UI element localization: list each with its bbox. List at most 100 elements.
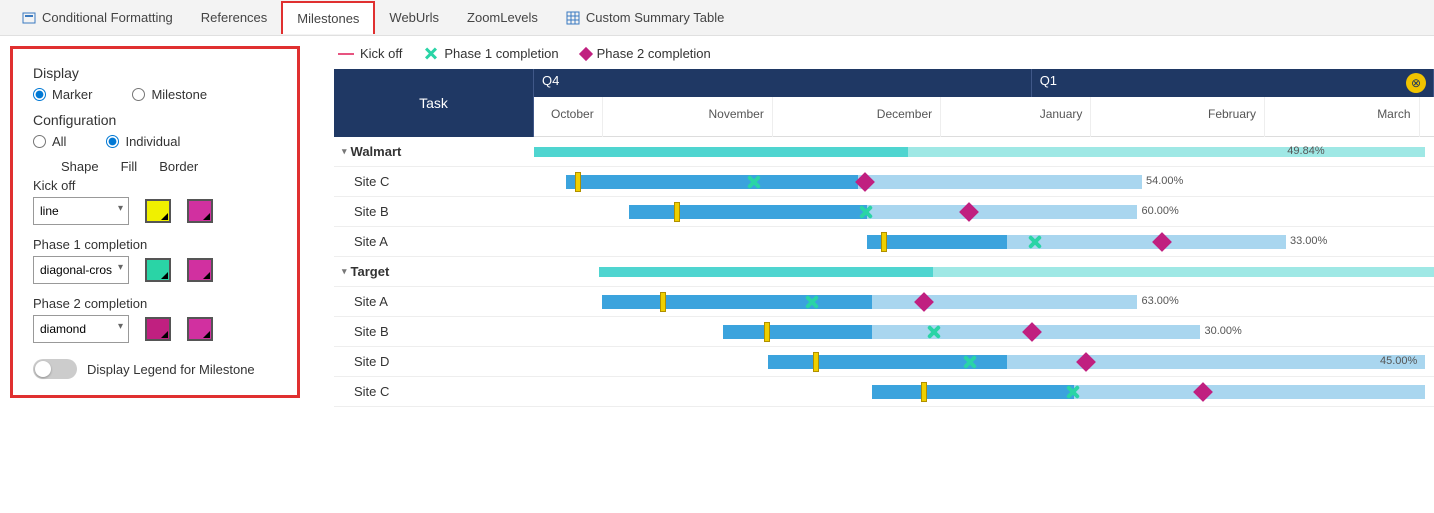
actual-bar[interactable]: [602, 295, 872, 309]
gantt-chart: Kick off Phase 1 completion Phase 2 comple…: [334, 36, 1434, 408]
group-row-label[interactable]: Walmart: [334, 137, 534, 167]
legend-marker-icon: [424, 47, 438, 61]
table-icon: [566, 11, 580, 25]
border-color-swatch[interactable]: [187, 317, 213, 341]
percent-label: 54.00%: [1146, 175, 1183, 187]
percent-label: 63.00%: [1142, 295, 1179, 307]
shape-select[interactable]: [33, 197, 129, 225]
plan-bar[interactable]: [858, 175, 1142, 189]
phase1-marker-icon[interactable]: [858, 204, 874, 220]
task-column-header: Task: [334, 69, 534, 137]
actual-bar[interactable]: [629, 205, 868, 219]
task-row-label: Site C: [334, 377, 534, 407]
month-label: March: [1369, 97, 1419, 137]
toolbar-item-references[interactable]: References: [187, 2, 281, 33]
task-row-label: Site A: [334, 287, 534, 317]
timeline-quarter-header: Q4Q1⊗: [534, 69, 1434, 97]
toolbar-item-custom-summary-table[interactable]: Custom Summary Table: [552, 2, 738, 33]
legend-marker-icon: [579, 46, 593, 60]
gantt-row: 33.00%: [534, 227, 1434, 257]
milestones-config-panel: Display Marker Milestone Configuration A…: [10, 46, 300, 398]
display-milestone-radio[interactable]: Milestone: [132, 87, 207, 102]
plan-bar[interactable]: [1007, 355, 1426, 369]
format-icon: [22, 11, 36, 25]
plan-bar[interactable]: [872, 295, 1138, 309]
config-individual-radio[interactable]: Individual: [106, 134, 180, 149]
percent-label: 60.00%: [1142, 205, 1179, 217]
display-heading: Display: [33, 65, 277, 81]
legend-toggle[interactable]: [33, 359, 77, 379]
kickoff-marker-icon[interactable]: [764, 322, 770, 342]
percent-label: 33.00%: [1290, 235, 1327, 247]
month-label: January: [1032, 97, 1092, 137]
phase1-marker-icon[interactable]: [926, 324, 942, 340]
actual-bar[interactable]: [872, 385, 1075, 399]
legend-item: Phase 2 completion: [581, 46, 711, 61]
percent-label: 49.84%: [1287, 145, 1324, 157]
col-shape: Shape: [61, 159, 99, 174]
kickoff-marker-icon[interactable]: [813, 352, 819, 372]
task-row-label: Site D: [334, 347, 534, 377]
display-marker-radio[interactable]: Marker: [33, 87, 92, 102]
gantt-row: [534, 377, 1434, 407]
task-row-label: Site A: [334, 227, 534, 257]
fill-color-swatch[interactable]: [145, 317, 171, 341]
kickoff-marker-icon[interactable]: [881, 232, 887, 252]
toolbar-item-milestones[interactable]: Milestones: [281, 1, 375, 34]
quarter-label: Q1: [1032, 69, 1434, 97]
phase1-marker-icon[interactable]: [746, 174, 762, 190]
phase1-marker-icon[interactable]: [804, 294, 820, 310]
phase1-marker-icon[interactable]: [962, 354, 978, 370]
toolbar-item-conditional-formatting[interactable]: Conditional Formatting: [8, 2, 187, 33]
kickoff-marker-icon[interactable]: [921, 382, 927, 402]
fill-color-swatch[interactable]: [145, 199, 171, 223]
plan-bar[interactable]: [867, 205, 1137, 219]
config-all-radio[interactable]: All: [33, 134, 66, 149]
actual-bar[interactable]: [723, 325, 872, 339]
shape-select[interactable]: [33, 315, 129, 343]
gantt-row: 54.00%: [534, 167, 1434, 197]
phase1-marker-icon[interactable]: [1065, 384, 1081, 400]
month-label: October: [543, 97, 603, 137]
group-progress-bar: [599, 267, 1434, 277]
kickoff-marker-icon[interactable]: [674, 202, 680, 222]
fill-color-swatch[interactable]: [145, 258, 171, 282]
task-row-label: Site B: [334, 317, 534, 347]
month-label: December: [869, 97, 941, 137]
toolbar: Conditional FormattingReferencesMileston…: [0, 0, 1434, 36]
task-row-label: Site B: [334, 197, 534, 227]
milestone-config-label: Kick off: [33, 178, 277, 193]
toolbar-item-zoomlevels[interactable]: ZoomLevels: [453, 2, 552, 33]
chart-legend: Kick off Phase 1 completion Phase 2 comple…: [334, 42, 1434, 69]
kickoff-marker-icon[interactable]: [660, 292, 666, 312]
close-icon[interactable]: ⊗: [1406, 73, 1426, 93]
month-label: November: [701, 97, 773, 137]
actual-bar[interactable]: [867, 235, 1007, 249]
gantt-row: 49.84%: [534, 137, 1434, 167]
group-row-label[interactable]: Target: [334, 257, 534, 287]
actual-bar[interactable]: [566, 175, 859, 189]
border-color-swatch[interactable]: [187, 199, 213, 223]
plan-bar[interactable]: [1074, 385, 1425, 399]
legend-toggle-label: Display Legend for Milestone: [87, 362, 255, 377]
col-border: Border: [159, 159, 198, 174]
gantt-row: 45.00%: [534, 347, 1434, 377]
legend-item: Kick off: [338, 46, 402, 61]
toolbar-item-weburls[interactable]: WebUrls: [375, 2, 453, 33]
plan-bar[interactable]: [1007, 235, 1286, 249]
gantt-row: 63.00%: [534, 287, 1434, 317]
legend-item: Phase 1 completion: [424, 46, 558, 61]
config-heading: Configuration: [33, 112, 277, 128]
shape-select[interactable]: [33, 256, 129, 284]
milestone-config-label: Phase 2 completion: [33, 296, 277, 311]
milestone-config-label: Phase 1 completion: [33, 237, 277, 252]
border-color-swatch[interactable]: [187, 258, 213, 282]
gantt-row: 30.00%: [534, 317, 1434, 347]
percent-label: 30.00%: [1205, 325, 1242, 337]
phase1-marker-icon[interactable]: [1027, 234, 1043, 250]
col-fill: Fill: [121, 159, 138, 174]
gantt-row: 60.00%: [534, 197, 1434, 227]
quarter-label: Q4: [534, 69, 1032, 97]
timeline-month-header: OctoberNovemberDecemberJanuaryFebruaryMa…: [534, 97, 1434, 137]
kickoff-marker-icon[interactable]: [575, 172, 581, 192]
